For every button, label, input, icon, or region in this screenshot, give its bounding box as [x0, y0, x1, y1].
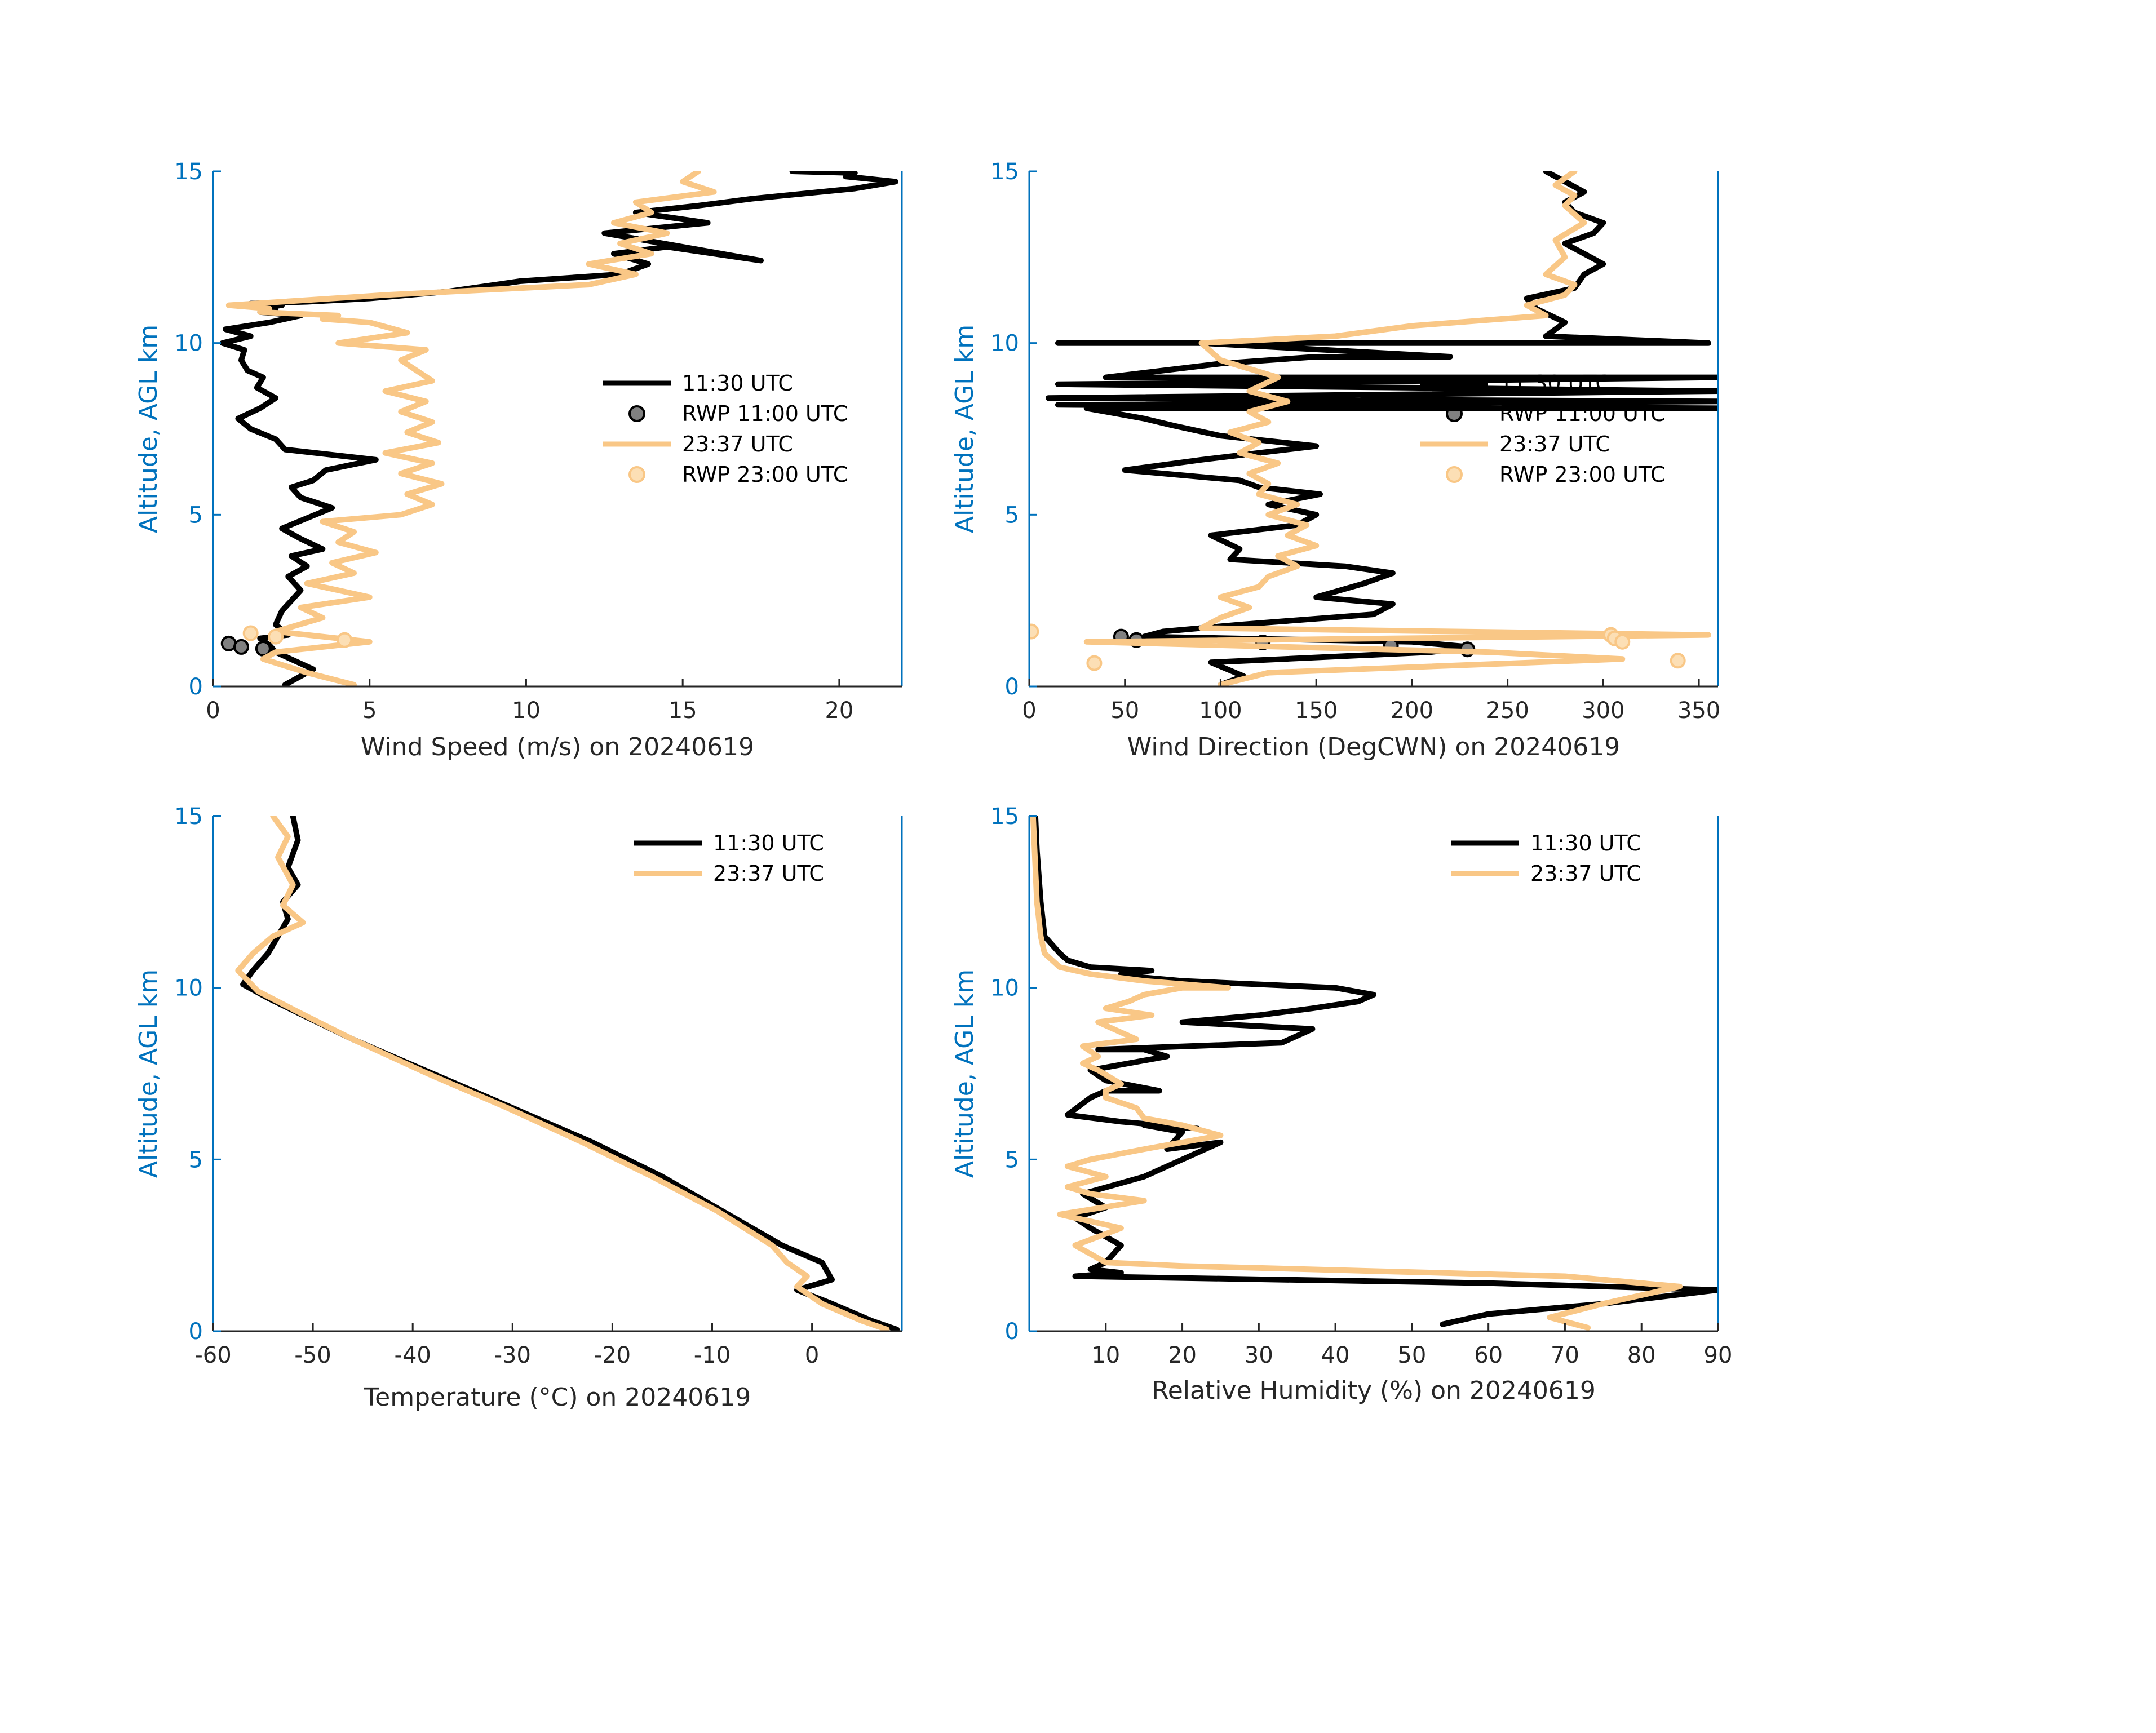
panel-wind-direction-ylabel: Altitude, AGL km [950, 325, 979, 533]
panel-wind-speed: Wind Speed (m/s) on 20240619 Altitude, A… [134, 159, 903, 761]
wind-speed-series-group [219, 171, 898, 686]
panel-wind-direction: Wind Direction (DegCWN) on 20240619 Alti… [950, 159, 1720, 761]
wind-direction-x-tick-label-5: 250 [1486, 698, 1529, 724]
panel-temperature: Temperature (°C) on 20240619 Altitude, A… [134, 804, 903, 1412]
wind-speed-y-tick-label-2: 10 [174, 331, 203, 357]
temperature-legend-label-0: 11:30 UTC [713, 831, 824, 856]
relative-humidity-x-tick-label-3: 40 [1321, 1342, 1350, 1368]
temperature-y-tick-label-1: 5 [189, 1147, 203, 1173]
wind-speed-marker-1-1 [233, 639, 249, 655]
wind-direction-x-tick-label-3: 150 [1295, 698, 1338, 724]
temperature-x-tick-label-2: -40 [395, 1342, 431, 1368]
relative-humidity-legend-label-1: 23:37 UTC [1530, 861, 1641, 886]
temperature-y-tick-label-0: 0 [189, 1319, 203, 1345]
wind-direction-marker-3-5 [1670, 653, 1686, 669]
wind-direction-legend-label-3: RWP 23:00 UTC [1499, 462, 1665, 487]
wind-speed-x-tick-label-1: 5 [362, 698, 377, 724]
panel-wind-speed-xlabel: Wind Speed (m/s) on 20240619 [361, 733, 754, 761]
wind-speed-y-tick-label-1: 5 [189, 502, 203, 528]
panel-temperature-legend: 11:30 UTC 23:37 UTC [634, 831, 824, 886]
wind-direction-marker-3-0 [1029, 623, 1039, 640]
wind-speed-legend-label-0: 11:30 UTC [682, 371, 793, 396]
relative-humidity-y-tick-label-0: 0 [1005, 1319, 1019, 1345]
wind-direction-y-tick-label-0: 0 [1005, 674, 1019, 700]
wind-speed-marker-3-2 [337, 632, 353, 648]
wind-speed-marker-1-0 [220, 635, 237, 651]
temperature-x-tick-label-6: 0 [805, 1342, 819, 1368]
wind-direction-x-tick-label-4: 200 [1391, 698, 1433, 724]
relative-humidity-y-tick-label-3: 15 [990, 804, 1019, 830]
temperature-xlabel-text: Temperature (°C) on 20240619 [364, 1383, 751, 1412]
panel-wind-direction-xlabel: Wind Direction (DegCWN) on 20240619 [1127, 733, 1620, 761]
wind-direction-series-line-0 [1045, 171, 1718, 686]
panel-relative-humidity-ylabel: Altitude, AGL km [950, 969, 979, 1178]
temperature-series-group [235, 816, 900, 1331]
panel-relative-humidity-xlabel: Relative Humidity (%) on 20240619 [1152, 1376, 1596, 1405]
wind-speed-x-tick-label-2: 10 [512, 698, 541, 724]
wind-speed-legend-swatch-1 [628, 405, 645, 422]
wind-direction-series-line-2 [1083, 171, 1711, 686]
relative-humidity-x-tick-label-8: 90 [1704, 1342, 1733, 1368]
temperature-x-tick-label-0: -60 [194, 1342, 231, 1368]
panel-temperature-ylabel: Altitude, AGL km [134, 969, 163, 1178]
wind-speed-series-line-2 [225, 171, 717, 686]
relative-humidity-series-line-0 [1032, 816, 1718, 1327]
relative-humidity-x-tick-label-2: 30 [1245, 1342, 1273, 1368]
wind-speed-legend-label-1: RWP 11:00 UTC [682, 401, 848, 426]
wind-direction-x-tick-label-0: 0 [1022, 698, 1036, 724]
wind-direction-y-tick-label-3: 15 [990, 159, 1019, 185]
wind-speed-marker-1-2 [255, 640, 271, 657]
wind-speed-legend-label-2: 23:37 UTC [682, 432, 793, 456]
relative-humidity-x-tick-label-4: 50 [1397, 1342, 1426, 1368]
wind-direction-y-tick-label-2: 10 [990, 331, 1019, 357]
wind-speed-legend-label-3: RWP 23:00 UTC [682, 462, 848, 487]
relative-humidity-x-tick-label-0: 10 [1091, 1342, 1120, 1368]
wind-direction-series-group [1029, 171, 1718, 686]
temperature-x-tick-label-3: -30 [494, 1342, 531, 1368]
temperature-y-tick-label-3: 15 [174, 804, 203, 830]
wind-direction-x-tick-label-2: 100 [1199, 698, 1242, 724]
wind-direction-legend-label-2: 23:37 UTC [1499, 432, 1610, 456]
wind-direction-marker-3-1 [1086, 655, 1103, 671]
panel-relative-humidity-legend: 11:30 UTC 23:37 UTC [1451, 831, 1641, 886]
temperature-x-tick-label-5: -10 [694, 1342, 731, 1368]
wind-speed-marker-3-0 [242, 625, 259, 641]
wind-speed-legend-swatch-3 [628, 466, 645, 483]
panel-relative-humidity: Relative Humidity (%) on 20240619 Altitu… [950, 804, 1732, 1405]
temperature-legend-label-1: 23:37 UTC [713, 861, 824, 886]
temperature-y-tick-label-2: 10 [174, 976, 203, 1001]
wind-speed-marker-3-1 [268, 628, 284, 645]
wind-direction-y-tick-label-1: 5 [1005, 502, 1019, 528]
relative-humidity-y-tick-label-1: 5 [1005, 1147, 1019, 1173]
temperature-series-line-1 [235, 816, 890, 1331]
relative-humidity-x-tick-label-1: 20 [1168, 1342, 1197, 1368]
wind-direction-legend-swatch-3 [1446, 466, 1463, 483]
relative-humidity-x-tick-label-6: 70 [1551, 1342, 1579, 1368]
wind-speed-y-tick-label-3: 15 [174, 159, 203, 185]
panel-wind-speed-ylabel: Altitude, AGL km [134, 325, 163, 533]
panel-temperature-xlabel: Temperature (°C) on 20240619 [364, 1383, 751, 1412]
relative-humidity-x-tick-label-5: 60 [1474, 1342, 1503, 1368]
wind-speed-x-tick-label-0: 0 [206, 698, 220, 724]
temperature-x-tick-label-4: -20 [594, 1342, 631, 1368]
relative-humidity-legend-label-0: 11:30 UTC [1530, 831, 1641, 856]
wind-speed-series-line-0 [219, 171, 898, 686]
wind-speed-y-tick-label-0: 0 [189, 674, 203, 700]
relative-humidity-y-tick-label-2: 10 [990, 976, 1019, 1001]
relative-humidity-series-line-1 [1030, 816, 1683, 1331]
wind-direction-marker-3-4 [1614, 633, 1631, 650]
wind-speed-x-tick-label-4: 20 [825, 698, 853, 724]
wind-direction-x-tick-label-7: 350 [1677, 698, 1720, 724]
temperature-x-tick-label-1: -50 [294, 1342, 331, 1368]
wind-direction-x-tick-label-6: 300 [1582, 698, 1624, 724]
relative-humidity-x-tick-label-7: 80 [1627, 1342, 1656, 1368]
wind-speed-x-tick-label-3: 15 [669, 698, 697, 724]
relative-humidity-series-group [1030, 816, 1718, 1331]
panel-wind-speed-legend: 11:30 UTC RWP 11:00 UTC 23:37 UTC RWP 23:00… [603, 371, 848, 487]
wind-direction-x-tick-label-1: 50 [1110, 698, 1139, 724]
